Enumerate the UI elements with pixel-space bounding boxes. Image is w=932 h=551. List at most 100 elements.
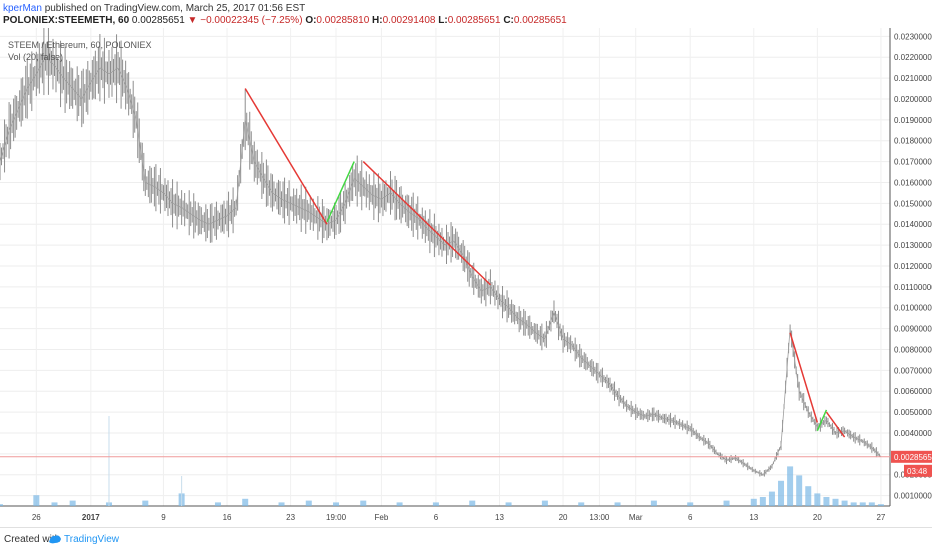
tradingview-logo-icon <box>49 535 61 544</box>
volume-bar <box>859 502 866 506</box>
x-tick-label: 19:00 <box>326 513 347 522</box>
close-value: 0.00285651 <box>513 15 567 26</box>
x-tick-label: 6 <box>688 513 693 522</box>
x-tick-label: 16 <box>223 513 232 522</box>
volume-bar <box>805 486 812 506</box>
volume-bar <box>868 502 875 506</box>
volume-spike <box>108 416 110 506</box>
volume-bar <box>51 502 58 506</box>
volume-bar <box>614 502 621 506</box>
volume-bar <box>850 502 857 506</box>
volume-bar <box>541 500 548 506</box>
volume-bar <box>396 502 403 506</box>
x-tick-label: Mar <box>629 513 643 522</box>
volume-bar <box>841 500 848 506</box>
trendline-red <box>244 88 328 225</box>
volume-spike <box>181 476 183 506</box>
high-value: 0.00291408 <box>382 15 436 26</box>
x-tick-label: 20 <box>813 513 822 522</box>
volume-bar <box>278 502 285 506</box>
volume-bar <box>360 500 367 506</box>
trendline-green <box>816 409 828 432</box>
low-value: 0.00285651 <box>447 15 501 26</box>
tradingview-link[interactable]: TradingView <box>64 534 120 545</box>
high-label: H: <box>372 15 383 26</box>
x-tick-label: 26 <box>32 513 41 522</box>
chart-title: STEEM / Ethereum, 60, POLONIEX <box>8 40 152 50</box>
low-label: L: <box>438 15 448 26</box>
ohlc-header: POLONIEX:STEEMETH, 60 0.00285651 ▼ −0.00… <box>3 15 567 26</box>
volume-bar <box>578 502 585 506</box>
created-with-text: Created with <box>4 534 61 545</box>
volume-bar <box>768 491 775 506</box>
change-value: ▼ −0.00022345 (−7.25%) <box>187 15 303 26</box>
x-tick-label: 13 <box>495 513 504 522</box>
x-tick-label: 6 <box>434 513 439 522</box>
volume-bar <box>787 466 794 506</box>
publish-text: published on TradingView.com, March 25, … <box>44 3 306 14</box>
volume-bar <box>759 497 766 506</box>
volume-bar <box>333 502 340 506</box>
volume-bar <box>877 504 884 506</box>
volume-bar <box>823 497 830 506</box>
x-tick-label: 9 <box>161 513 166 522</box>
volume-bar <box>432 502 439 506</box>
volume-bar <box>214 502 221 506</box>
x-tick-label: 13:00 <box>589 513 610 522</box>
y-tick-label: 0.01100000 <box>894 283 932 292</box>
volume-bar <box>0 504 3 506</box>
x-tick-label: 23 <box>286 513 295 522</box>
trendline-red <box>789 332 819 423</box>
x-tick-label: 13 <box>749 513 758 522</box>
volume-bar <box>142 500 149 506</box>
countdown-tag <box>904 464 932 477</box>
trendline-green <box>326 161 355 223</box>
volume-bar <box>778 480 785 506</box>
volume-bar <box>687 502 694 506</box>
symbol-label[interactable]: POLONIEX:STEEMETH, 60 <box>3 15 130 26</box>
price-series-line <box>0 56 882 476</box>
last-price: 0.00285651 <box>131 15 185 26</box>
volume-bar <box>69 500 76 506</box>
volume-bar <box>796 475 803 506</box>
open-label: O: <box>305 15 317 26</box>
volume-bar <box>505 502 512 506</box>
author-link[interactable]: kperMan <box>3 3 42 14</box>
trendline-red <box>362 161 491 286</box>
volume-bar <box>242 498 249 506</box>
x-tick-label: 20 <box>559 513 568 522</box>
volume-indicator-label[interactable]: Vol (20, false) <box>8 52 64 62</box>
countdown-label: 03:48 <box>907 467 928 476</box>
price-tag <box>891 450 932 463</box>
publish-info: kperMan published on TradingView.com, Ma… <box>3 3 305 14</box>
close-label: C: <box>503 15 514 26</box>
volume-bar <box>469 500 476 506</box>
volume-bar <box>723 500 730 506</box>
x-tick-label: 27 <box>876 513 885 522</box>
volume-bar <box>814 493 821 506</box>
volume-bar <box>33 495 40 506</box>
volume-bar <box>305 500 312 506</box>
